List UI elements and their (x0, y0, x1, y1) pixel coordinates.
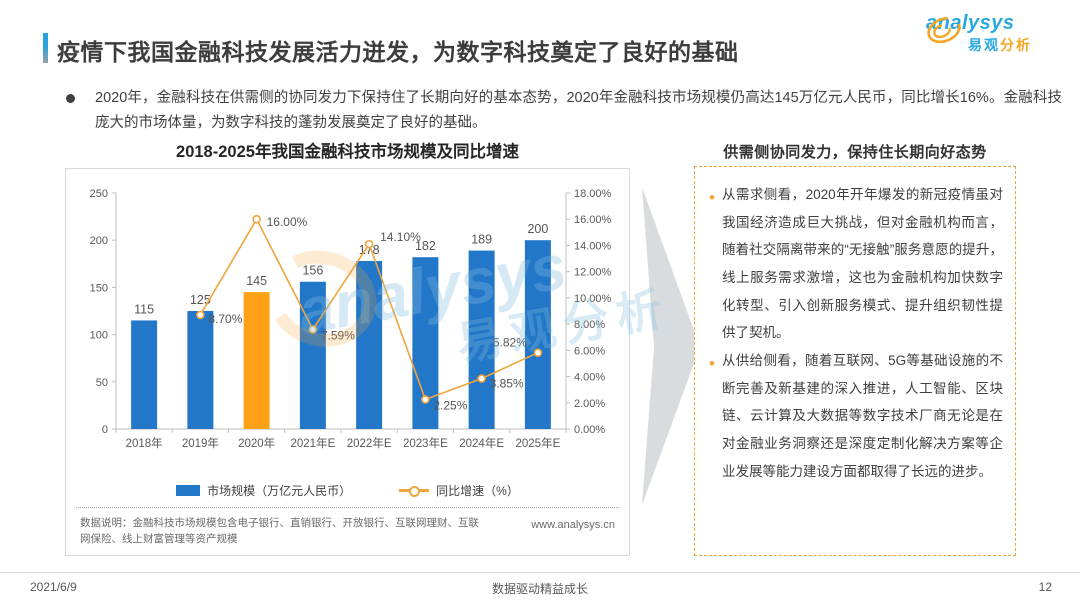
bar-2020年 (243, 292, 270, 429)
line-point (308, 325, 318, 334)
note-row: 数据说明：金融科技市场规模包含电子银行、直销银行、开放银行、互联网理财、互联网保… (66, 508, 629, 548)
line-value-label: 16.00% (267, 215, 308, 229)
summary-paragraph: 2020年，金融科技在供需侧的协同发力下保持住了长期向好的基本态势，2020年金… (62, 86, 1062, 137)
left-tick-label: 50 (96, 377, 108, 389)
right-tick-label: 14.00% (574, 240, 612, 252)
chart-title: 2018-2025年我国金融科技市场规模及同比增速 (176, 143, 519, 161)
bar-2019年 (187, 311, 214, 429)
right-arrow-icon (642, 187, 700, 505)
legend-label-line: 同比增速（%） (436, 484, 519, 498)
bar-2025年E (524, 240, 551, 429)
right-tick-label: 2.00% (574, 398, 605, 410)
logo-swirl-icon (927, 16, 961, 44)
left-tick-label: 250 (90, 188, 108, 200)
footer-slogan: 数据驱动精益成长 (491, 582, 588, 596)
line-point (533, 348, 543, 357)
x-category-label: 2020年 (238, 436, 275, 450)
line-point (477, 374, 486, 383)
x-category-label: 2019年 (182, 436, 219, 450)
bar-value-label: 145 (246, 274, 267, 288)
summary-text: 2020年，金融科技在供需侧的协同发力下保持住了长期向好的基本态势，2020年金… (95, 90, 1062, 132)
right-tick-label: 4.00% (574, 372, 605, 384)
bar-value-label: 125 (190, 293, 211, 307)
bar-value-label: 115 (134, 302, 154, 316)
panel-bullet-supply: • 从供给侧看，随着互联网、5G等基础设施的不断完善及新基建的深入推进，人工智能… (705, 347, 1003, 485)
left-tick-label: 0 (102, 424, 108, 436)
legend-label-bar: 市场规模（万亿元人民币） (207, 484, 352, 498)
logo-text-en: analysys (926, 12, 1015, 34)
right-tick-label: 0.00% (574, 424, 605, 436)
bullet-dot-icon (66, 94, 75, 103)
bar-2024年E (468, 250, 495, 429)
panel-bullet-demand: • 从需求侧看，2020年开年爆发的新冠疫情虽对我国经济造成巨大挑战，但对金融机… (705, 181, 1003, 347)
legend-item-bar: 市场规模（万亿元人民币） (176, 482, 351, 499)
chart-card: 0 50 100 150 200 250 0.00% 2.00% 4.00% 6.00% 8.00%… (65, 168, 630, 556)
bullet-dot-icon: • (709, 188, 715, 207)
logo-text-cn: 易观分析 (968, 37, 1032, 53)
bar-value-label: 200 (527, 222, 548, 236)
right-tick-label: 10.00% (574, 293, 612, 305)
x-category-label: 2024年E (459, 436, 504, 450)
bar-2018年 (131, 320, 158, 429)
line-point (252, 214, 261, 224)
chart-legend: 市场规模（万亿元人民币） 同比增速（%） (66, 482, 629, 499)
market-size-growth-chart: 0 50 100 150 200 250 0.00% 2.00% 4.00% 6.00% 8.00%… (90, 188, 612, 450)
line-point (364, 239, 374, 249)
bar-2021年E (299, 281, 326, 429)
right-tick-label: 8.00% (574, 319, 605, 331)
line-value-label: 5.82% (493, 336, 527, 350)
line-swatch-icon (399, 486, 430, 497)
right-tick-label: 16.00% (574, 214, 612, 226)
line-value-label: 7.59% (321, 328, 355, 342)
x-category-label: 2021年E (290, 436, 335, 450)
insight-panel: • 从需求侧看，2020年开年爆发的新冠疫情虽对我国经济造成巨大挑战，但对金融机… (694, 166, 1016, 556)
bullet-dot-icon: • (709, 354, 715, 374)
bar-value-label: 156 (302, 264, 323, 278)
right-tick-label: 18.00% (574, 188, 612, 200)
panel-header: 供需侧协同发力，保持住长期向好态势 (723, 144, 987, 161)
line-value-label: 2.25% (433, 399, 467, 413)
line-value-label: 8.70% (208, 312, 242, 326)
right-tick-label: 12.00% (574, 267, 612, 279)
data-note: 数据说明：金融科技市场规模包含电子银行、直销银行、开放银行、互联网理财、互联网保… (80, 517, 479, 546)
line-value-label: 14.10% (380, 230, 421, 244)
footer-date: 2021/6/9 (30, 580, 77, 594)
line-point (421, 395, 430, 404)
x-category-label: 2018年 (126, 436, 163, 450)
bar-value-label: 189 (471, 233, 492, 247)
left-tick-label: 100 (90, 330, 108, 342)
brand-logo: analysys 易观分析 (926, 12, 1066, 55)
bar-value-label: 182 (415, 239, 436, 253)
note-separator (76, 507, 619, 508)
left-tick-label: 200 (90, 235, 108, 247)
footer-separator (0, 572, 1080, 573)
left-tick-label: 150 (90, 282, 108, 294)
right-tick-label: 6.00% (574, 345, 605, 357)
x-category-label: 2025年E (515, 436, 560, 450)
legend-item-line: 同比增速（%） (399, 482, 519, 499)
line-value-label: 3.85% (490, 377, 524, 391)
page-number: 12 (1038, 580, 1052, 594)
title-accent-bar (43, 33, 48, 63)
x-category-label: 2023年E (403, 436, 448, 450)
bar-2022年E (356, 260, 383, 429)
bar-swatch-icon (176, 485, 201, 496)
website-text: www.analysys.cn (531, 519, 615, 531)
page-title: 疫情下我国金融科技发展活力迸发，为数字科技奠定了良好的基础 (57, 39, 739, 65)
x-category-label: 2022年E (347, 436, 392, 450)
line-point (196, 310, 205, 320)
